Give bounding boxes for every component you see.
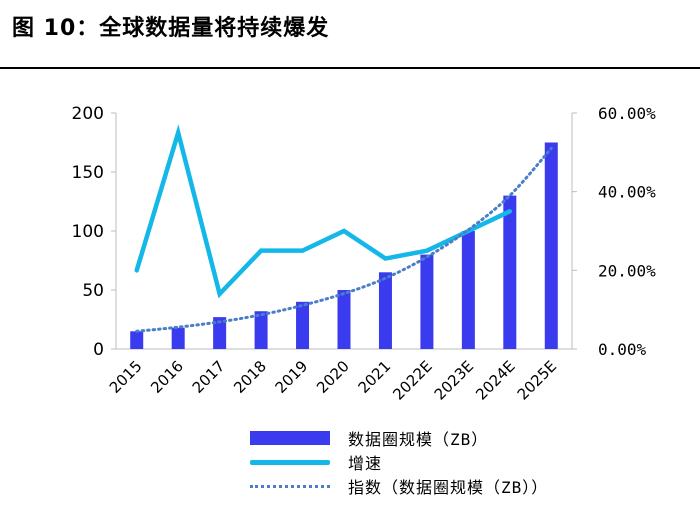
- x-tick-label: 2017: [189, 357, 229, 397]
- bar: [461, 231, 475, 349]
- legend-item-growth: 增速: [250, 450, 548, 474]
- bar: [544, 142, 558, 349]
- title-divider: [0, 67, 700, 69]
- x-tick-label: 2024E: [472, 357, 518, 403]
- bar: [420, 254, 434, 349]
- left-tick-label: 150: [72, 163, 104, 183]
- x-tick-label: 2015: [106, 357, 146, 397]
- x-tick-label: 2025E: [514, 357, 560, 403]
- bar: [213, 317, 227, 349]
- trend-line: [135, 146, 553, 333]
- legend-label-bar: 数据圈规模（ZB）: [348, 430, 489, 449]
- bar: [503, 195, 517, 349]
- legend-swatch-growth: [250, 459, 330, 465]
- bar: [130, 331, 144, 349]
- left-tick-label: 100: [72, 222, 104, 242]
- bar: [171, 327, 185, 349]
- right-tick-label: 60.00%: [598, 104, 656, 123]
- right-tick-label: 40.00%: [598, 183, 656, 202]
- legend-swatch-trend: [250, 484, 330, 488]
- legend-item-bar: 数据圈规模（ZB）: [250, 426, 548, 450]
- legend-label-trend: 指数（数据圈规模（ZB））: [348, 478, 549, 497]
- left-tick-label: 0: [93, 340, 104, 360]
- legend-label-growth: 增速: [348, 454, 383, 473]
- legend-item-trend: 指数（数据圈规模（ZB））: [250, 474, 548, 498]
- x-tick-label: 2018: [230, 357, 270, 397]
- x-tick-label: 2022E: [389, 357, 435, 403]
- x-tick-label: 2023E: [431, 357, 477, 403]
- growth-line: [134, 124, 513, 299]
- x-tick-label: 2020: [313, 357, 353, 397]
- bar: [296, 301, 310, 349]
- x-tick-label: 2019: [272, 357, 312, 397]
- legend: 数据圈规模（ZB） 增速 指数（数据圈规模（ZB））: [250, 426, 548, 498]
- left-tick-label: 200: [72, 104, 104, 124]
- bar: [378, 272, 392, 349]
- legend-swatch-bar: [250, 431, 330, 445]
- bar: [337, 290, 351, 349]
- figure-title: 图 10：全球数据量将持续爆发: [12, 16, 330, 41]
- x-tick-label: 2016: [147, 357, 187, 397]
- bar: [254, 311, 268, 349]
- left-tick-label: 50: [82, 281, 104, 301]
- right-tick-label: 0.00%: [598, 340, 647, 359]
- right-tick-label: 20.00%: [598, 261, 656, 280]
